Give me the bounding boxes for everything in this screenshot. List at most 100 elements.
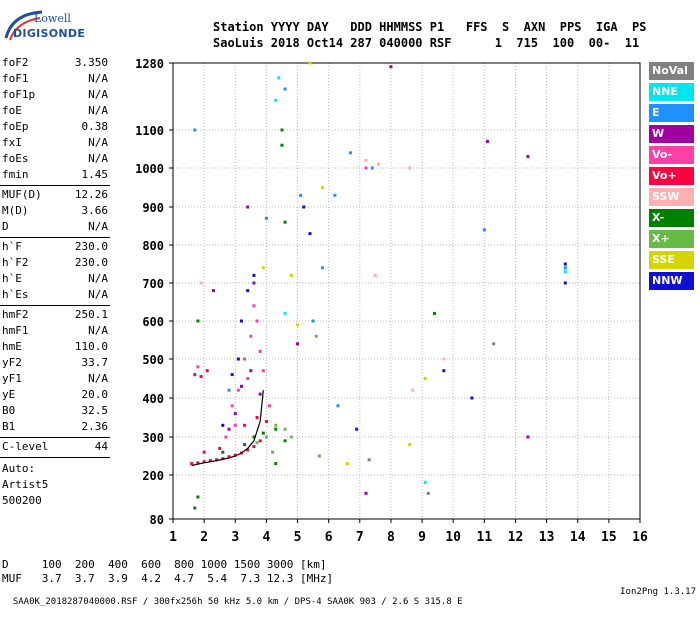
param-name: B1 xyxy=(2,420,16,433)
note-line: 500200 xyxy=(2,494,42,507)
legend-item: SSW xyxy=(649,188,694,206)
data-point xyxy=(308,232,312,236)
data-point xyxy=(202,450,206,454)
data-point xyxy=(255,319,259,323)
data-point xyxy=(283,427,287,431)
data-point xyxy=(283,87,287,91)
y-tick-label: 700 xyxy=(142,277,164,291)
param-name: foF1 xyxy=(2,72,29,85)
param-row: foF1 N/A xyxy=(2,72,108,88)
param-value: 20.0 xyxy=(81,388,109,401)
data-point xyxy=(243,423,247,427)
x-tick-label: 6 xyxy=(325,530,333,545)
legend-item: X- xyxy=(649,209,694,227)
y-tick-label: 400 xyxy=(142,392,164,406)
legend: NoVal NNE E W Vo- Vo+ SSW X- X+ SSE NNW xyxy=(649,62,694,293)
param-value: 12.26 xyxy=(74,188,108,201)
y-tick-label: 600 xyxy=(142,315,164,329)
legend-item: W xyxy=(649,125,694,143)
data-point xyxy=(274,462,278,466)
param-value: 3.350 xyxy=(74,56,108,69)
data-point xyxy=(411,388,415,392)
logo-lowell: Lowell xyxy=(34,12,71,25)
data-point xyxy=(252,281,256,285)
param-name: fmin xyxy=(2,168,29,181)
digisonde-logo: Lowell DIGISONDE xyxy=(0,6,85,46)
data-point xyxy=(224,435,228,439)
distance-row: D 100 200 400 600 800 1000 1500 3000 [km… xyxy=(2,558,327,571)
param-value: N/A xyxy=(88,152,108,165)
data-point xyxy=(274,423,278,427)
data-point xyxy=(308,61,312,65)
logo-swoosh-icon xyxy=(4,10,43,41)
data-point xyxy=(264,435,268,439)
data-point xyxy=(408,443,412,447)
param-row: foF2 3.350 xyxy=(2,56,108,72)
param-row: M(D) 3.66 xyxy=(2,204,108,220)
param-name: h`F2 xyxy=(2,256,29,269)
param-value: 0.38 xyxy=(81,120,109,133)
data-point xyxy=(271,450,275,454)
data-point xyxy=(246,205,250,209)
data-point xyxy=(196,319,200,323)
legend-item: NNE xyxy=(649,83,694,101)
muf-table: D 100 200 400 600 800 1000 1500 3000 [km… xyxy=(2,558,333,586)
data-point xyxy=(227,388,231,392)
data-point xyxy=(333,193,337,197)
data-point xyxy=(492,342,496,346)
data-point xyxy=(277,76,281,80)
data-point xyxy=(423,480,427,484)
data-point xyxy=(196,495,200,499)
param-name: foEp xyxy=(2,120,29,133)
data-point xyxy=(364,491,368,495)
y-tick-label: 300 xyxy=(142,431,164,445)
param-name: yF1 xyxy=(2,372,22,385)
data-point xyxy=(249,334,253,338)
param-value: N/A xyxy=(88,88,108,101)
param-name: yE xyxy=(2,388,16,401)
data-point xyxy=(283,220,287,224)
param-name: hmE xyxy=(2,340,22,353)
logo-digisonde: DIGISONDE xyxy=(13,27,86,40)
param-row: hmF2 250.1 xyxy=(2,308,108,324)
data-point xyxy=(408,166,412,170)
param-name: h`F xyxy=(2,240,22,253)
param-value: N/A xyxy=(88,372,108,385)
data-point xyxy=(236,388,240,392)
data-point xyxy=(563,262,567,266)
param-row: C-level 44 xyxy=(2,440,108,456)
x-tick-label: 15 xyxy=(601,530,617,545)
data-point xyxy=(252,445,256,448)
data-point xyxy=(218,446,222,450)
param-value: N/A xyxy=(88,324,108,337)
data-point xyxy=(258,349,262,353)
param-row: B0 32.5 xyxy=(2,404,108,420)
separator xyxy=(0,305,110,306)
data-point xyxy=(280,143,284,147)
data-point xyxy=(193,128,197,132)
data-point xyxy=(230,404,234,408)
param-value: N/A xyxy=(88,136,108,149)
x-tick-label: 14 xyxy=(570,530,586,545)
data-point xyxy=(196,461,200,465)
data-point xyxy=(442,369,446,373)
param-row: h`F2 230.0 xyxy=(2,256,108,272)
data-point xyxy=(373,273,377,277)
param-row: foEs N/A xyxy=(2,152,108,168)
data-point xyxy=(236,357,240,361)
param-row: yF2 33.7 xyxy=(2,356,108,372)
data-point xyxy=(274,98,278,102)
footer-version: Ion2Png 1.3.17 xyxy=(620,587,696,597)
data-point xyxy=(296,323,300,327)
data-point xyxy=(208,459,212,463)
data-point xyxy=(193,506,197,510)
param-row: hmE 110.0 xyxy=(2,340,108,356)
data-point xyxy=(221,450,225,454)
param-name: foE xyxy=(2,104,22,117)
data-point xyxy=(355,427,359,431)
param-name: h`Es xyxy=(2,288,29,301)
data-point xyxy=(370,166,374,170)
data-point xyxy=(258,439,262,443)
param-row: yE 20.0 xyxy=(2,388,108,404)
data-point xyxy=(196,365,200,369)
